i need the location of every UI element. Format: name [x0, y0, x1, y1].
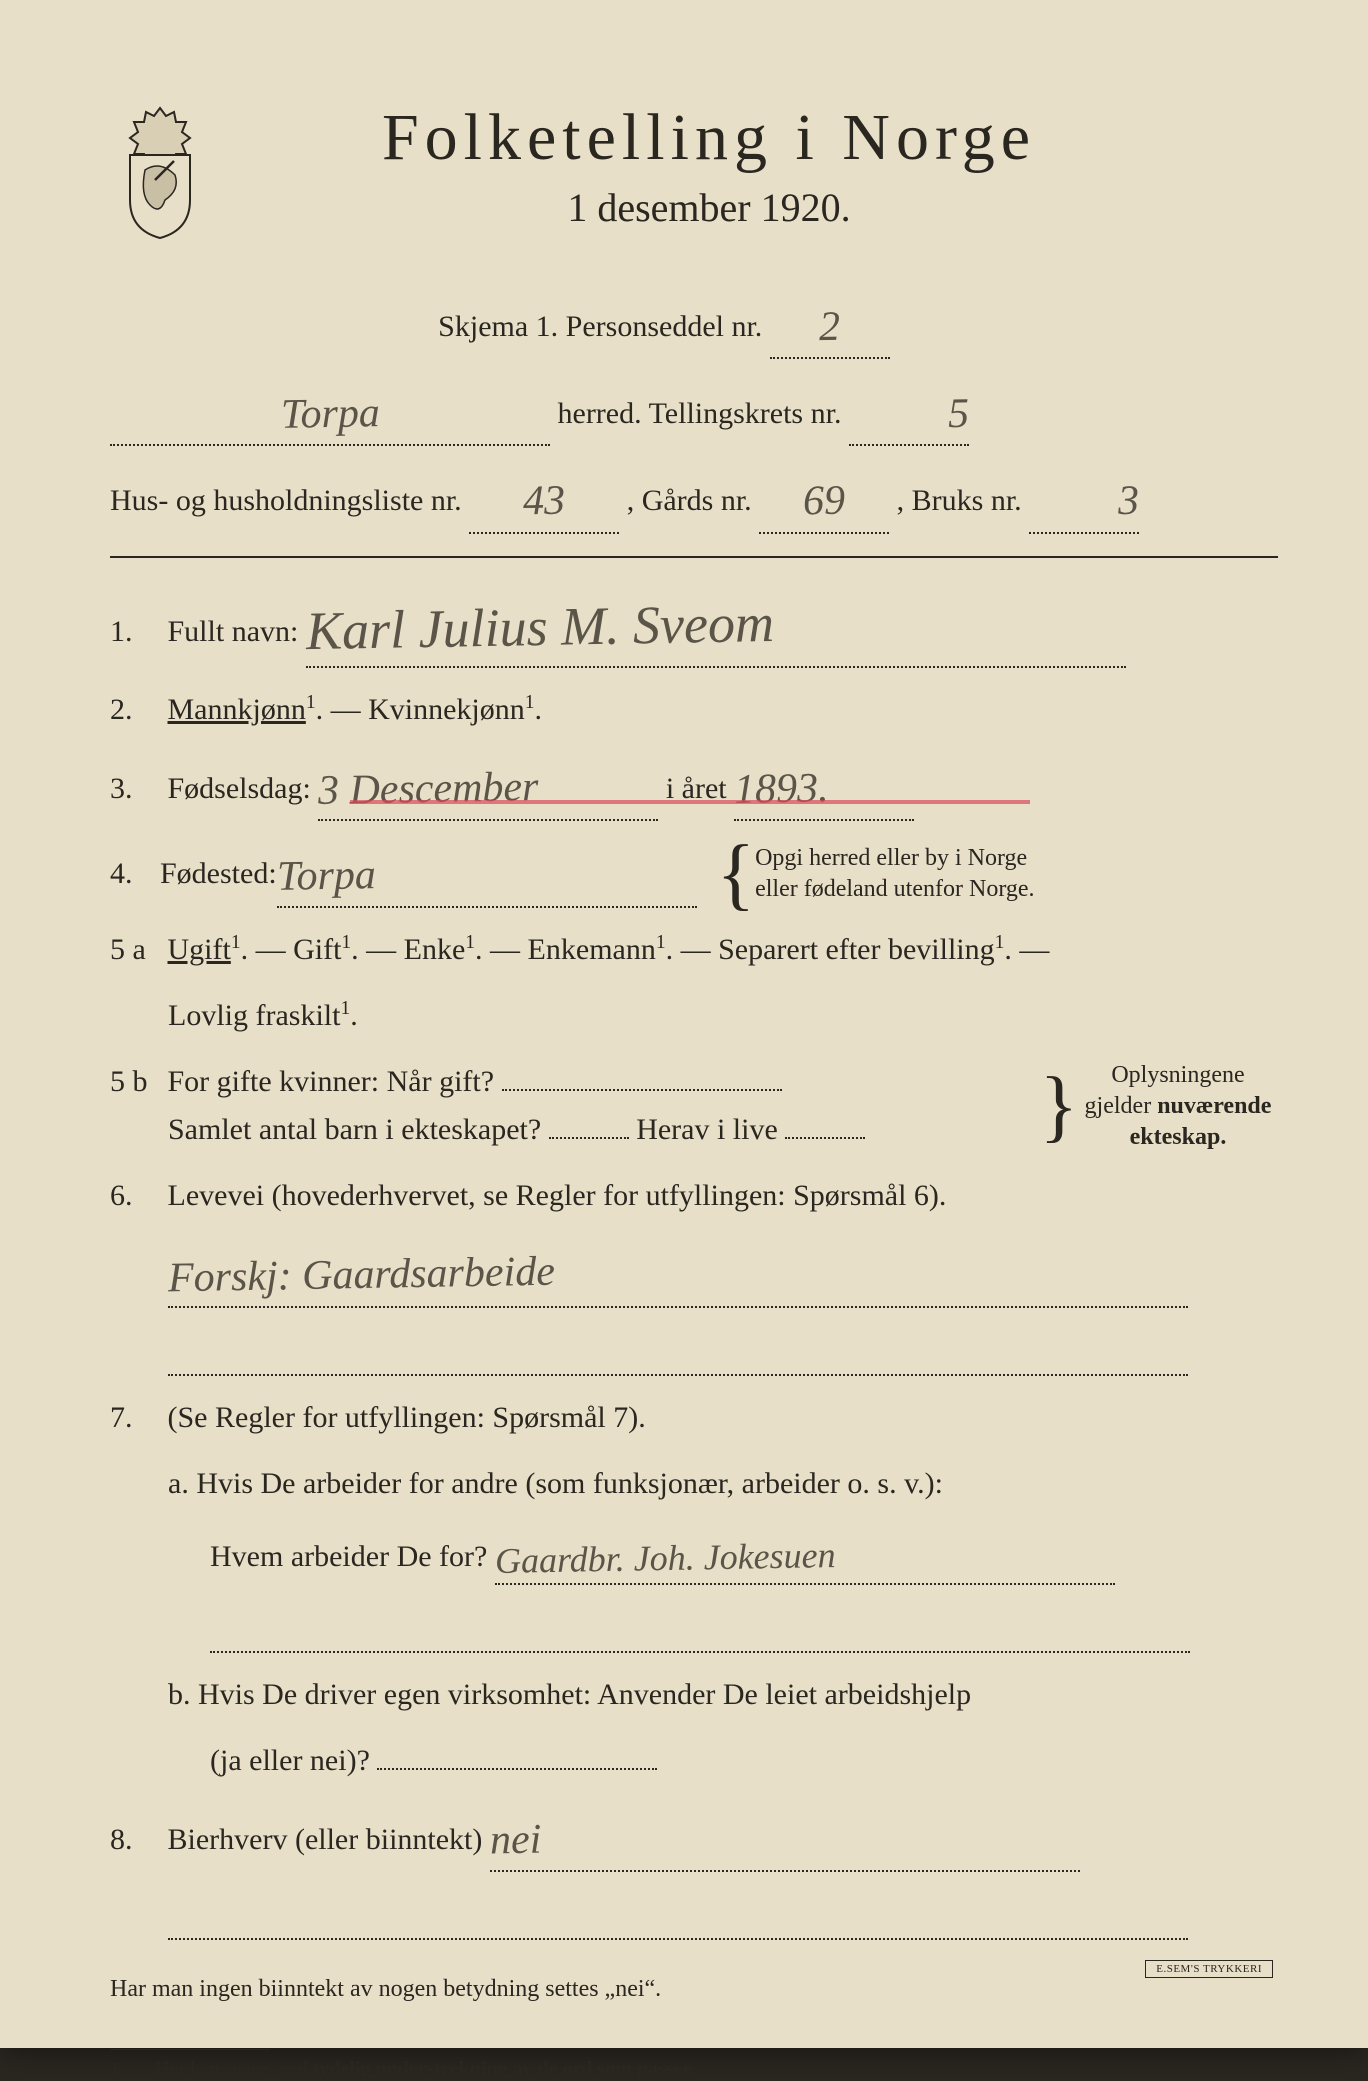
hushold-row: Hus- og husholdningsliste nr. 43 , Gårds… — [110, 464, 1278, 533]
q3-num: 3. — [110, 765, 160, 813]
q6-blank-row — [110, 1326, 1278, 1376]
gards-nr: 69 — [803, 468, 846, 536]
q4-value: Torpa — [276, 842, 376, 911]
red-underline-icon — [350, 800, 1030, 804]
q3-row: 3. Fødselsdag: 3 Descember i året 1893. — [110, 752, 1278, 821]
q2-num: 2. — [110, 686, 160, 734]
divider-top — [110, 556, 1278, 558]
q6-value: Forskj: Gaardsarbeide — [167, 1239, 555, 1313]
brace-right-icon: } — [1040, 1074, 1078, 1138]
q2-opt-b: . — Kvinnekjønn — [316, 693, 525, 726]
main-title: Folketelling i Norge — [240, 100, 1178, 176]
tellingskrets-nr: 5 — [947, 381, 969, 449]
bruks-label: , Bruks nr. — [897, 484, 1022, 517]
q4-note2: eller fødeland utenfor Norge. — [755, 876, 1034, 902]
subtitle: 1 desember 1920. — [240, 184, 1178, 231]
printer-stamp: E.SEM'S TRYKKERI — [1145, 1960, 1273, 1978]
q7-intro: (Se Regler for utfyllingen: Spørsmål 7). — [168, 1401, 646, 1434]
q7a-label: a. Hvis De arbeider for andre (som funks… — [168, 1467, 943, 1500]
q5b-note: Oplysningene gjelder nuværende ekteskap. — [1078, 1060, 1278, 1154]
q1-value: Karl Julius M. Sveom — [305, 579, 774, 674]
q7-row: 7. (Se Regler for utfyllingen: Spørsmål … — [110, 1394, 1278, 1442]
title-block: Folketelling i Norge 1 desember 1920. — [240, 100, 1278, 231]
q2-opt-a: Mannkjønn — [168, 693, 306, 726]
personseddel-nr: 2 — [819, 294, 841, 362]
q7a-blank — [110, 1603, 1278, 1653]
q5b-note3: ekteskap. — [1130, 1124, 1227, 1150]
herred-row: Torpa herred. Tellingskrets nr. 5 — [110, 377, 1278, 446]
q4-label: Fødested: — [160, 850, 277, 898]
footnote: 1 Her kan svares ved tydelig understrekn… — [110, 2049, 1278, 2081]
q7-num: 7. — [110, 1394, 160, 1442]
q7a-row: a. Hvis De arbeider for andre (som funks… — [110, 1460, 1278, 1508]
q3-label: Fødselsdag: — [168, 772, 311, 805]
q4-note1: Opgi herred eller by i Norge — [755, 845, 1027, 871]
hushold-nr: 43 — [523, 468, 566, 536]
q5a-opts2: Lovlig fraskilt1. — [168, 999, 358, 1032]
q3-value: 3 Descember — [318, 754, 540, 825]
q5b-row: 5 b For gifte kvinner: Når gift? Samlet … — [110, 1058, 1278, 1154]
q1-label: Fullt navn: — [168, 615, 299, 648]
q5b-note2b: nuværende — [1157, 1093, 1271, 1119]
brace-left-icon: { — [717, 842, 755, 906]
hushold-label: Hus- og husholdningsliste nr. — [110, 484, 462, 517]
q6-row: 6. Levevei (hovederhvervet, se Regler fo… — [110, 1172, 1278, 1220]
census-form-page: Folketelling i Norge 1 desember 1920. Sk… — [0, 0, 1368, 2048]
q5a-row: 5 a Ugift1. — Gift1. — Enke1. — Enkemann… — [110, 926, 1278, 974]
q7b-label: b. Hvis De driver egen virksomhet: Anven… — [168, 1678, 971, 1711]
q7a-q-row: Hvem arbeider De for? Gaardbr. Joh. Joke… — [110, 1526, 1278, 1586]
q8-blank — [110, 1890, 1278, 1940]
q1-num: 1. — [110, 608, 160, 656]
q4-row: 4. Fødested: Torpa { Opgi herred eller b… — [110, 839, 1278, 908]
fn-text-a: Her kan svares ved — [155, 2058, 313, 2080]
coat-of-arms-icon — [110, 100, 210, 240]
q1-row: 1. Fullt navn: Karl Julius M. Sveom — [110, 580, 1278, 668]
skjema-label: Skjema 1. Personseddel nr. — [438, 310, 762, 343]
page-header: Folketelling i Norge 1 desember 1920. — [110, 100, 1278, 240]
q6-label: Levevei (hovederhvervet, se Regler for u… — [168, 1179, 947, 1212]
q6-num: 6. — [110, 1172, 160, 1220]
q5b-line2a: Samlet antal barn i ekteskapet? — [110, 1113, 541, 1146]
q8-value: nei — [489, 1807, 541, 1875]
q5b-num: 5 b — [110, 1058, 160, 1106]
q5b-note1: Oplysningene — [1111, 1062, 1244, 1088]
q8-row: 8. Bierhverv (eller biinntekt) nei — [110, 1803, 1278, 1872]
bruks-nr: 3 — [1118, 468, 1140, 536]
q5a-opts: Ugift1. — Gift1. — Enke1. — Enkemann1. —… — [168, 933, 1050, 966]
herred-value: Torpa — [280, 380, 380, 449]
q2-row: 2. Mannkjønn1. — Kvinnekjønn1. — [110, 686, 1278, 734]
q5a-num: 5 a — [110, 926, 160, 974]
footer-note: Har man ingen biinntekt av nogen betydni… — [110, 1970, 1278, 2008]
skjema-row: Skjema 1. Personseddel nr. 2 — [110, 290, 1278, 359]
q5b-line1a: For gifte kvinner: Når gift? — [168, 1065, 495, 1098]
q6-value-row: Forskj: Gaardsarbeide — [110, 1238, 1278, 1307]
q5b-note2: gjelder — [1085, 1093, 1158, 1119]
herred-label: herred. Tellingskrets nr. — [558, 397, 842, 430]
q7b-q: (ja eller nei)? — [210, 1744, 370, 1777]
q7a-q: Hvem arbeider De for? — [210, 1540, 487, 1573]
q7b-row: b. Hvis De driver egen virksomhet: Anven… — [110, 1671, 1278, 1719]
q7a-value: Gaardbr. Joh. Jokesuen — [494, 1527, 836, 1591]
q7b-q-row: (ja eller nei)? — [110, 1737, 1278, 1785]
q2-sup1: 1 — [306, 692, 316, 713]
q2-tail: . — [534, 693, 542, 726]
q8-label: Bierhverv (eller biinntekt) — [168, 1823, 483, 1856]
q5a-row2: Lovlig fraskilt1. — [110, 992, 1278, 1040]
gards-label: , Gårds nr. — [627, 484, 752, 517]
q5b-line2b: Herav i live — [636, 1113, 778, 1146]
footnote-rule — [110, 2049, 270, 2050]
q3-year: 1893. — [734, 755, 830, 824]
q4-num: 4. — [110, 850, 160, 898]
q8-num: 8. — [110, 1816, 160, 1864]
q4-note: Opgi herred eller by i Norge eller fødel… — [755, 843, 1034, 905]
fn-num: 1 — [110, 2058, 150, 2081]
fn-text-b: tydelig understrekning av de ord som pas… — [313, 2058, 695, 2080]
